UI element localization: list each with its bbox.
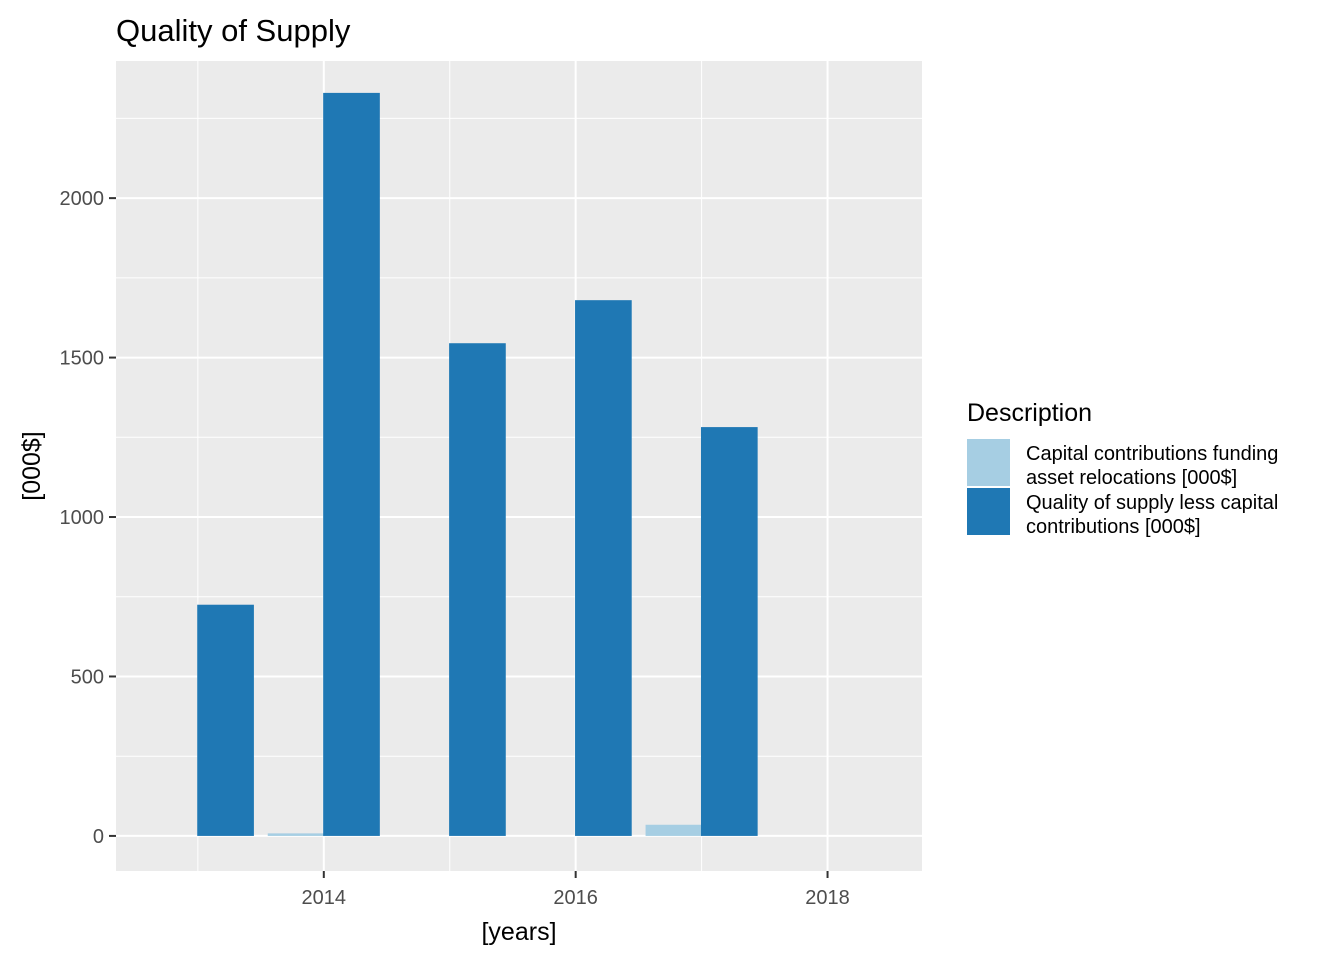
x-axis-title: [years] bbox=[481, 918, 556, 946]
bars bbox=[197, 92, 758, 836]
bar-series-1 bbox=[645, 824, 703, 836]
x-tick-label: 2018 bbox=[805, 887, 850, 909]
bar-series-1 bbox=[267, 833, 325, 836]
x-tick-label: 2014 bbox=[302, 887, 347, 909]
y-tick-label: 0 bbox=[93, 826, 104, 848]
x-axis: 2014 2016 2018 bbox=[302, 871, 850, 909]
y-axis: 0 500 1000 1500 2000 bbox=[60, 188, 116, 848]
legend-key bbox=[967, 439, 1010, 486]
legend-label: contributions [000$] bbox=[1026, 516, 1201, 538]
legend-label: asset relocations [000$] bbox=[1026, 467, 1237, 489]
y-tick-label: 1000 bbox=[60, 507, 105, 529]
chart-title: Quality of Supply bbox=[116, 13, 351, 48]
bar-series-2 bbox=[197, 604, 254, 836]
legend-title: Description bbox=[967, 399, 1092, 427]
y-tick-label: 500 bbox=[71, 666, 104, 688]
bar-series-2 bbox=[323, 92, 380, 836]
legend-key bbox=[967, 488, 1010, 535]
bar-series-2 bbox=[575, 300, 632, 836]
y-axis-title: [000$] bbox=[18, 431, 46, 501]
bar-series-2 bbox=[449, 343, 506, 836]
bar-series-2 bbox=[700, 427, 758, 836]
legend: Description Capital contributions fundin… bbox=[967, 399, 1278, 538]
legend-label: Capital contributions funding bbox=[1026, 443, 1278, 465]
y-tick-label: 1500 bbox=[60, 348, 105, 370]
x-tick-label: 2016 bbox=[553, 887, 598, 909]
legend-label: Quality of supply less capital bbox=[1026, 492, 1278, 514]
y-tick-label: 2000 bbox=[60, 188, 105, 210]
